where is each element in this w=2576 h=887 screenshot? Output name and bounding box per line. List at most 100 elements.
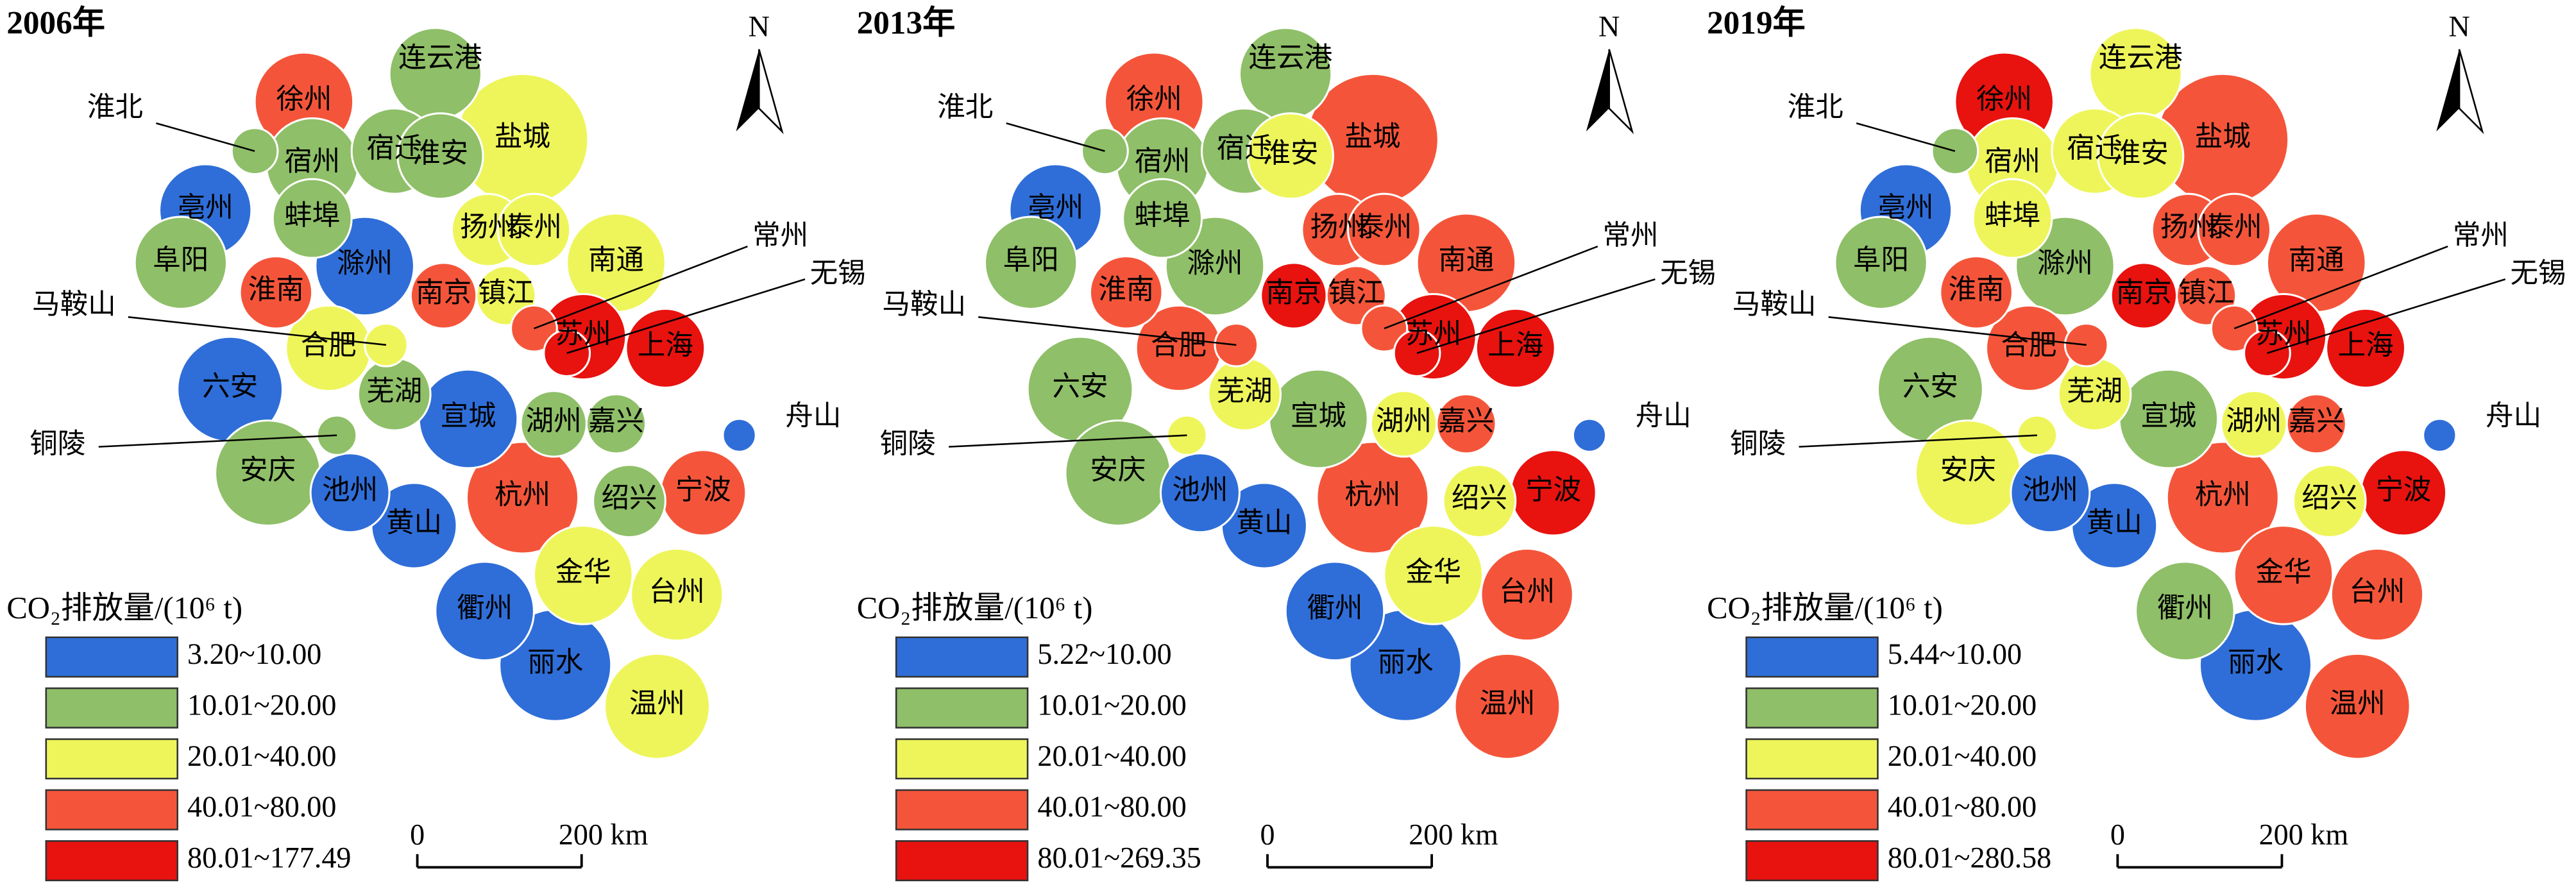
legend-title: CO₂排放量/(10⁶ t) [6,591,242,625]
north-arrow [1608,49,1634,135]
legend-label: 20.01~40.00 [1037,739,1186,772]
city-label: 南京 [1266,278,1321,308]
city-label: 丽水 [1378,647,1434,678]
north-label: N [1598,10,1620,43]
legend-label: 5.22~10.00 [1037,638,1171,670]
legend-label: 10.01~20.00 [1888,688,2037,721]
city-region [1089,255,1164,330]
leader-line [128,316,387,346]
leader-line [1799,434,2037,448]
city-label: 宿迁 [1217,133,1273,164]
city-label: 徐州 [276,84,332,115]
city-label: 淮北 [87,92,143,123]
city-region [2233,525,2334,625]
city-label: 芜湖 [2067,376,2123,407]
city-region [2134,561,2235,662]
city-label: 黄山 [1236,508,1292,539]
city-label: 宁波 [675,475,731,505]
city-label: 芜湖 [1217,376,1273,407]
city-region [434,561,535,662]
city-region [465,441,580,555]
city-label: 池州 [322,475,378,505]
city-region [364,323,409,367]
panel-title: 2006年 [6,5,105,42]
city-label: 六安 [1052,371,1108,402]
city-label: 宁波 [2375,475,2431,505]
city-region [1436,393,1497,455]
city-label: 宿州 [1985,146,2040,177]
city-region [239,255,314,330]
leader-line [978,316,1237,346]
city-region [2097,112,2185,200]
city-region [1572,418,1607,453]
city-region [2089,27,2183,121]
city-label: 上海 [1487,330,1543,361]
city-label: 阜阳 [1003,245,1059,276]
city-region [309,452,391,534]
city-region [2330,547,2425,642]
panel-title: 2019年 [1707,5,1806,42]
city-label: 丽水 [2228,647,2284,678]
city-label: 宿州 [1135,146,1191,177]
city-label: 滁州 [337,248,393,279]
city-region [722,418,757,453]
leader-line [156,122,255,152]
city-region [1972,178,2053,259]
legend-label: 80.01~269.35 [1037,841,1201,874]
legend-label: 10.01~20.00 [1037,688,1186,721]
legend-swatch [45,687,178,729]
scale-label: 200 km [2259,818,2349,851]
city-label: 徐州 [1976,84,2032,115]
city-label: 亳州 [1028,192,1083,223]
north-arrow [2436,49,2460,131]
city-region [1939,255,2013,330]
city-label: 温州 [629,688,685,719]
city-label: 合肥 [301,330,357,361]
city-label: 徐州 [1126,84,1182,115]
leader-line [533,245,748,330]
city-region [604,652,711,760]
legend-swatch [895,840,1029,882]
city-region [983,215,1078,310]
city-label: 温州 [1479,688,1535,719]
leader-line [1416,278,1656,354]
city-label: 池州 [1172,475,1228,505]
legend-title: CO₂排放量/(10⁶ t) [857,591,1093,625]
city-label: 铜陵 [30,429,85,460]
city-region [543,329,591,378]
city-region [1346,192,1421,267]
city-label: 衢州 [2157,593,2213,624]
legend-label: 40.01~80.00 [1037,790,1186,823]
city-label: 苏州 [1405,319,1461,350]
city-label: 无锡 [810,258,866,289]
city-label: 绍兴 [1452,483,1507,514]
city-label: 衢州 [457,593,513,624]
city-region [496,192,572,267]
city-region [1246,112,1334,200]
city-label: 金华 [555,557,611,587]
city-label: 舟山 [785,401,841,432]
leader-line [1006,122,1105,152]
city-region [1122,178,1203,259]
scale-label: 200 km [1409,818,1498,851]
city-region [271,178,353,259]
city-region [2292,464,2367,539]
city-region [1442,464,1517,539]
leader-line [98,434,337,448]
scale-label: 0 [410,818,425,851]
city-region [532,525,634,625]
city-region [630,547,724,642]
city-label: 杭州 [495,480,550,511]
legend-swatch [1745,687,1879,729]
city-region [592,464,666,539]
city-label: 阜阳 [153,245,208,276]
city-label: 宣城 [1291,401,1346,432]
city-label: 镇江 [1328,278,1384,308]
city-label: 常州 [2453,220,2509,251]
city-label: 南通 [2289,245,2344,276]
city-label: 湖州 [2226,406,2282,437]
city-label: 嘉兴 [588,406,644,437]
